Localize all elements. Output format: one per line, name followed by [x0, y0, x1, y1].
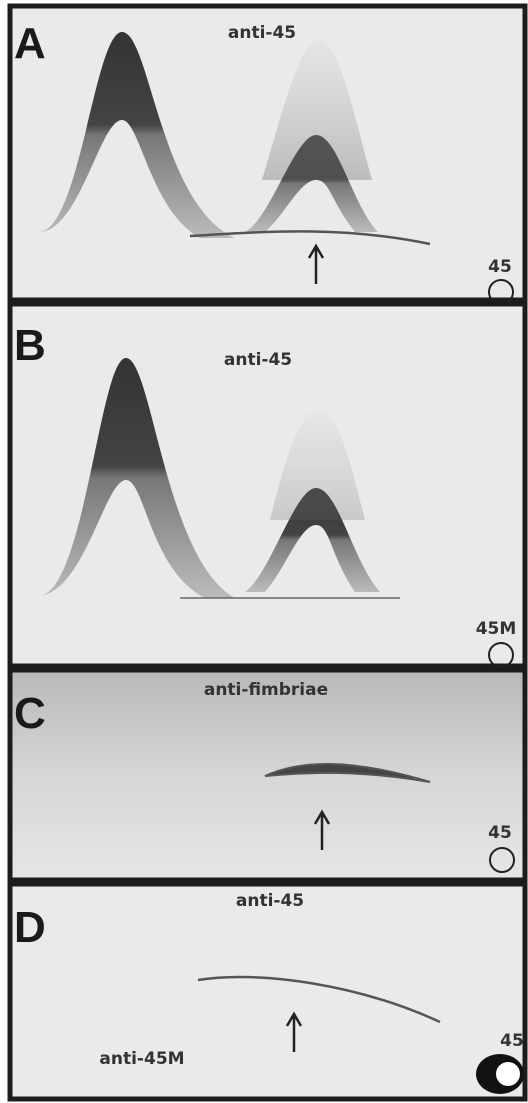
antibody-label: anti-45 [224, 350, 292, 370]
arrow [285, 1011, 303, 1052]
peak [40, 358, 235, 598]
panel-c: C anti-fimbriae 45 [7, 667, 528, 883]
panel-d: D anti-45 45 anti-45M [7, 881, 528, 1102]
panel-a: A anti-45 45 [7, 3, 528, 305]
antigen-label: 45 [488, 257, 512, 277]
peak [40, 32, 235, 238]
antibody-label: anti-45 [236, 891, 304, 911]
precipitate-line [189, 230, 431, 246]
peak-faint [262, 40, 372, 180]
antibody-label: anti-45M [99, 1049, 184, 1069]
arrow [307, 243, 325, 284]
well [489, 847, 515, 873]
peak [245, 488, 380, 592]
panel-letter: A [14, 19, 46, 68]
antigen-label: 45 [500, 1031, 524, 1051]
well [488, 642, 514, 668]
precipitate-arc [264, 763, 431, 783]
peak-faint [270, 410, 365, 520]
antibody-label: anti-fimbriae [204, 680, 328, 700]
panel-frame [7, 881, 528, 1102]
antibody-label: anti-45 [228, 23, 296, 43]
arrow [313, 809, 331, 850]
panel-b: B anti-45 45M [7, 301, 528, 669]
panel-letter: D [14, 903, 46, 952]
peak [245, 135, 378, 232]
well [496, 1062, 520, 1086]
antigen-label: 45 [488, 823, 512, 843]
panel-letter: B [14, 321, 46, 370]
panel-letter: C [14, 689, 46, 738]
precipitate-line [197, 975, 441, 1024]
antigen-label: 45M [476, 619, 517, 639]
panel-frame [7, 667, 528, 883]
